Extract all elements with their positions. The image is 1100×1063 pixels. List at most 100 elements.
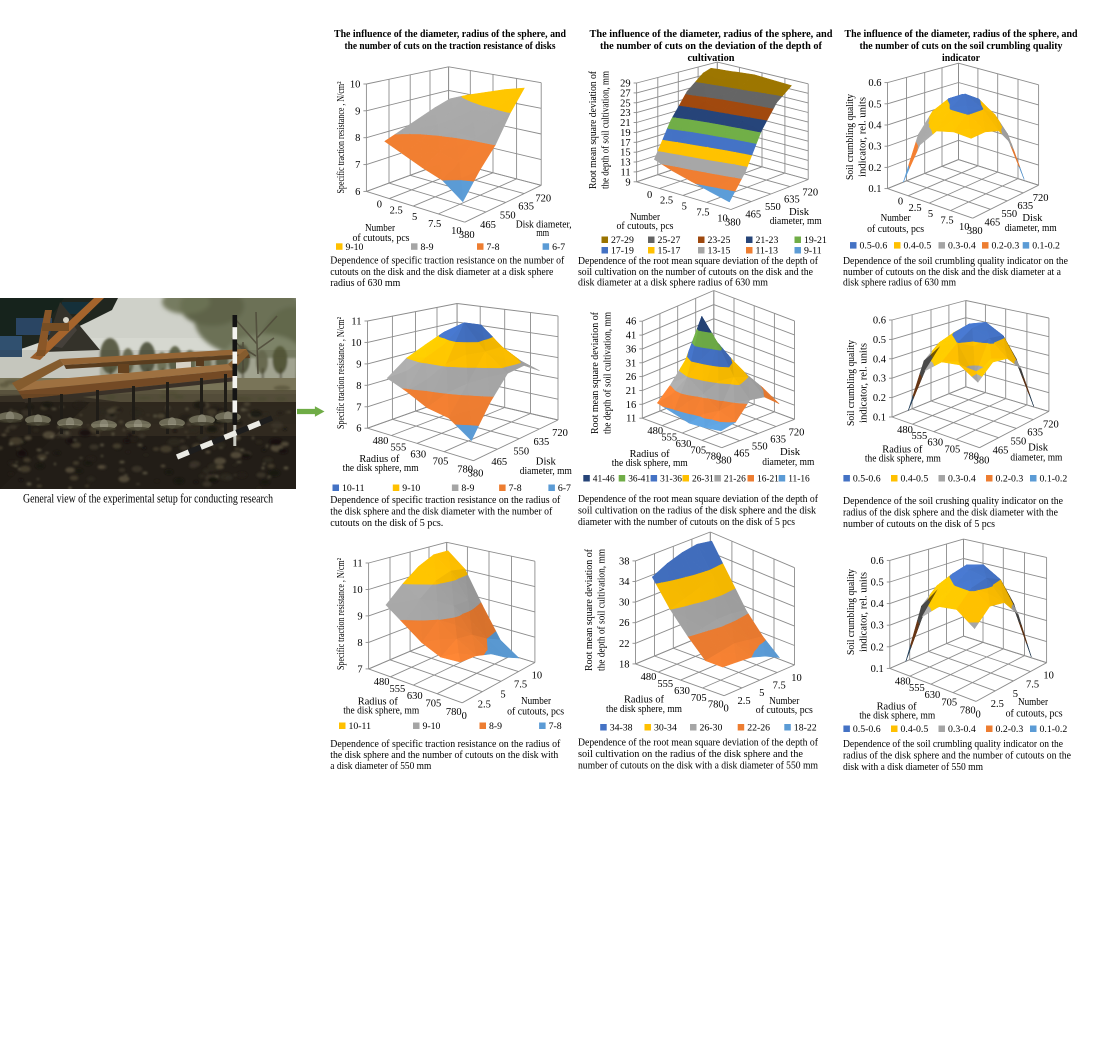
svg-text:635: 635 <box>784 195 800 206</box>
svg-text:555: 555 <box>661 433 677 444</box>
svg-text:30: 30 <box>619 598 630 609</box>
svg-text:26-30: 26-30 <box>700 723 723 734</box>
svg-text:the number of cuts on the devi: the number of cuts on the deviation of t… <box>600 41 822 52</box>
svg-text:Dependence of the root mean sq: Dependence of the root mean square devia… <box>578 493 818 505</box>
svg-text:8: 8 <box>356 381 361 392</box>
svg-text:0: 0 <box>462 711 467 722</box>
svg-text:27-29: 27-29 <box>611 235 634 246</box>
svg-text:Root mean square deviation of: Root mean square deviation of <box>588 71 599 189</box>
svg-text:380: 380 <box>967 226 983 237</box>
svg-text:46: 46 <box>626 317 637 328</box>
svg-text:380: 380 <box>716 456 732 467</box>
svg-text:720: 720 <box>552 428 568 439</box>
svg-text:34-38: 34-38 <box>610 723 633 734</box>
svg-text:9: 9 <box>355 106 360 117</box>
svg-text:7-8: 7-8 <box>509 483 522 494</box>
svg-text:soil cultivation on the number: soil cultivation on the number of cutout… <box>578 266 813 278</box>
svg-text:0.3: 0.3 <box>873 374 886 385</box>
svg-text:0: 0 <box>647 190 652 201</box>
svg-text:the depth of soil cultivation,: the depth of soil cultivation, mm <box>597 549 608 671</box>
svg-text:0.5: 0.5 <box>871 578 884 589</box>
svg-text:0: 0 <box>975 709 980 720</box>
svg-text:7.5: 7.5 <box>696 207 709 218</box>
svg-text:10: 10 <box>959 222 970 233</box>
svg-text:5: 5 <box>682 201 687 212</box>
svg-text:465: 465 <box>993 446 1009 457</box>
svg-text:diameter, mm: diameter, mm <box>770 216 822 227</box>
svg-text:General view of the experiment: General view of the experimental setup f… <box>23 492 274 506</box>
svg-text:of cutouts, pcs: of cutouts, pcs <box>756 705 813 716</box>
svg-text:550: 550 <box>513 447 529 458</box>
svg-text:705: 705 <box>945 445 961 456</box>
svg-text:Dependence of the soil crushin: Dependence of the soil crushing quality … <box>843 495 1063 507</box>
svg-text:705: 705 <box>426 699 442 710</box>
svg-text:number of cutouts on the disk: number of cutouts on the disk and the di… <box>843 266 1061 278</box>
svg-text:7.5: 7.5 <box>514 680 527 691</box>
svg-text:0.1: 0.1 <box>868 184 881 195</box>
svg-text:11: 11 <box>620 167 630 178</box>
svg-text:of cutouts, pcs: of cutouts, pcs <box>507 706 564 717</box>
svg-text:16: 16 <box>626 400 637 411</box>
svg-text:11: 11 <box>352 559 362 570</box>
svg-text:11-13: 11-13 <box>756 246 779 257</box>
svg-text:7.5: 7.5 <box>773 681 786 692</box>
svg-text:21-23: 21-23 <box>756 235 779 246</box>
svg-text:780: 780 <box>457 465 473 476</box>
svg-text:radius of the disk sphere and: radius of the disk sphere and the number… <box>843 750 1071 762</box>
svg-text:8-9: 8-9 <box>489 721 502 732</box>
svg-text:555: 555 <box>390 684 406 695</box>
svg-text:0.5: 0.5 <box>873 335 886 346</box>
svg-text:Soil crumbling quality: Soil crumbling quality <box>846 568 857 655</box>
svg-text:780: 780 <box>963 452 979 463</box>
svg-text:of cutouts, pcs: of cutouts, pcs <box>1006 708 1063 719</box>
svg-text:2.5: 2.5 <box>991 699 1004 710</box>
svg-text:Soil crumbling quality: Soil crumbling quality <box>845 93 856 180</box>
svg-text:the number of cuts on the trac: the number of cuts on the traction resis… <box>345 41 556 52</box>
svg-text:635: 635 <box>534 437 550 448</box>
svg-text:Dependence of specific tractio: Dependence of specific traction resistan… <box>330 255 564 267</box>
svg-text:780: 780 <box>446 707 462 718</box>
svg-text:Number: Number <box>1018 697 1048 708</box>
svg-text:10: 10 <box>451 226 462 237</box>
svg-text:555: 555 <box>657 679 673 690</box>
svg-text:705: 705 <box>690 445 706 456</box>
svg-text:2.5: 2.5 <box>909 203 922 214</box>
svg-text:8-9: 8-9 <box>461 483 474 494</box>
svg-text:22: 22 <box>619 639 630 650</box>
svg-text:26: 26 <box>626 372 637 383</box>
svg-text:31: 31 <box>626 358 637 369</box>
svg-text:18: 18 <box>619 659 630 670</box>
svg-text:550: 550 <box>1001 209 1017 220</box>
svg-text:465: 465 <box>734 449 750 460</box>
svg-text:Radius of: Radius of <box>877 702 917 713</box>
svg-text:diameter with the number of cu: diameter with the number of cutouts on t… <box>578 516 795 528</box>
svg-text:6-7: 6-7 <box>558 483 571 494</box>
svg-text:0.2: 0.2 <box>868 163 881 174</box>
svg-text:550: 550 <box>752 442 768 453</box>
svg-text:0.1-0.2: 0.1-0.2 <box>1040 724 1068 735</box>
svg-text:10: 10 <box>350 80 361 91</box>
svg-text:9: 9 <box>356 359 361 370</box>
svg-text:6-7: 6-7 <box>552 242 565 253</box>
svg-text:5: 5 <box>412 212 417 223</box>
svg-text:Specific traction resistance ,: Specific traction resistance , N/cm² <box>336 317 347 429</box>
svg-text:of cutouts, pcs: of cutouts, pcs <box>353 233 410 244</box>
svg-text:0.3: 0.3 <box>871 621 884 632</box>
svg-text:480: 480 <box>897 425 913 436</box>
svg-text:number of cutouts on the disk: number of cutouts on the disk with a dis… <box>578 759 818 771</box>
svg-text:10-11: 10-11 <box>349 721 372 732</box>
svg-text:0.3-0.4: 0.3-0.4 <box>948 474 976 485</box>
svg-text:soil cultivation on the radius: soil cultivation on the radius of the di… <box>578 505 816 517</box>
svg-text:radius of 630 mm: radius of 630 mm <box>330 277 400 289</box>
svg-text:Number: Number <box>630 212 660 223</box>
svg-text:0.4-0.5: 0.4-0.5 <box>901 474 929 485</box>
svg-text:0.3-0.4: 0.3-0.4 <box>948 241 976 252</box>
svg-text:the number of cuts on the soil: the number of cuts on the soil crumbling… <box>860 41 1064 52</box>
svg-text:Disk diameter,: Disk diameter, <box>516 220 572 231</box>
svg-text:the disk sphere, mm: the disk sphere, mm <box>865 454 941 465</box>
svg-text:9-11: 9-11 <box>804 246 822 257</box>
svg-text:0.2: 0.2 <box>871 642 884 653</box>
svg-text:Radius of: Radius of <box>359 454 399 465</box>
svg-text:720: 720 <box>535 193 551 204</box>
svg-text:720: 720 <box>802 188 818 199</box>
